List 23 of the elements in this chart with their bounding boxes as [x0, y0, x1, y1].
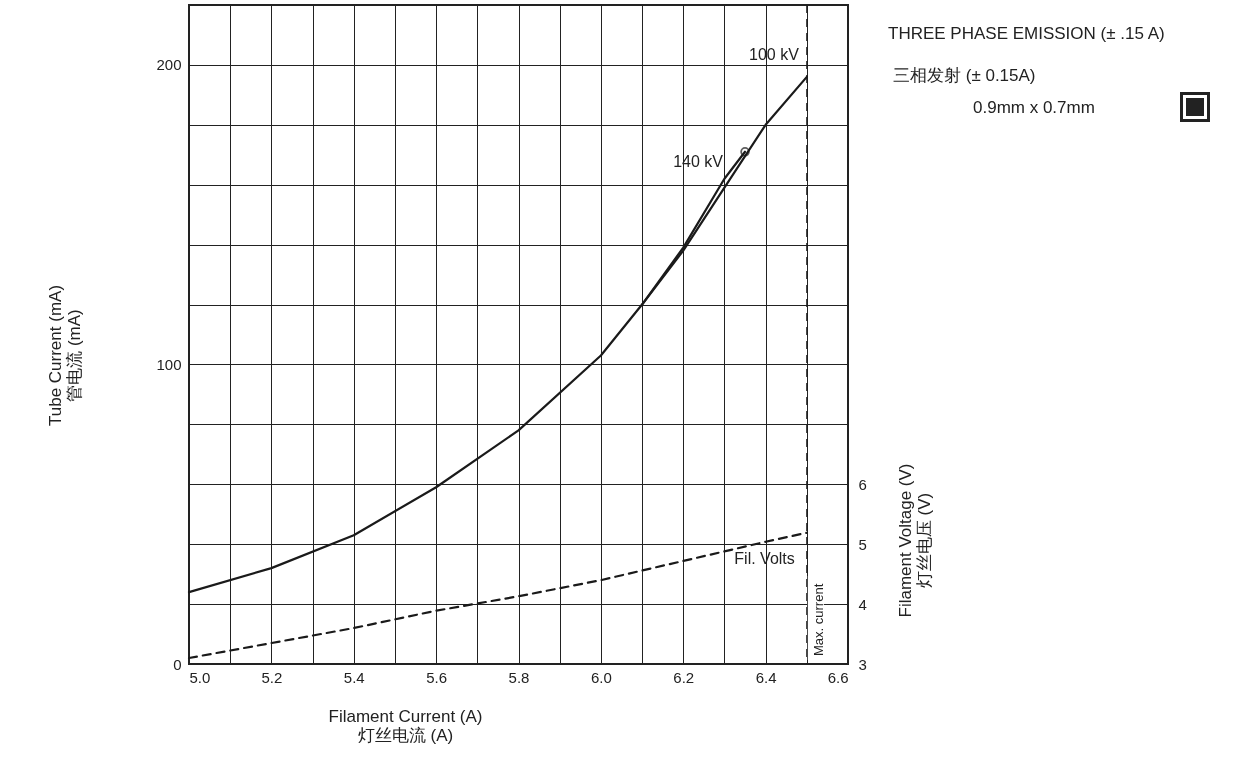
y-tick-label: 0: [173, 655, 182, 673]
y-axis-title: Tube Current (mA) 管电流 (mA): [45, 284, 84, 427]
x-tick-label: 5.2: [261, 668, 283, 686]
x-tick-label: 6.6: [827, 668, 849, 686]
x-axis-title: Filament Current (A) 灯丝电流 (A): [328, 706, 483, 745]
x-tick-label: 6.0: [590, 668, 612, 686]
y2-tick-label: 5: [858, 535, 867, 553]
x-tick-label: 5.8: [508, 668, 530, 686]
x-tick-label: 6.2: [673, 668, 695, 686]
y2-axis-title: Filament Voltage (V) 灯丝电压 (V): [895, 463, 934, 618]
y2-tick-label: 6: [858, 475, 867, 493]
y-tick-label: 200: [156, 56, 182, 74]
x-tick-label: 6.4: [755, 668, 777, 686]
text: 三相发射 (± 0.15A): [893, 65, 1036, 87]
x-tick-label: 5.0: [189, 668, 211, 686]
y2-tick-label: 4: [858, 595, 867, 613]
y-tick-label: 100: [156, 355, 182, 373]
text: THREE PHASE EMISSION (± .15 A): [888, 24, 1165, 44]
x-tick-label: 5.4: [343, 668, 365, 686]
ref-line-label: Max. current: [810, 583, 826, 656]
x-tick-label: 5.6: [426, 668, 448, 686]
text: 0.9mm x 0.7mm: [973, 98, 1095, 118]
y2-tick-label: 3: [858, 655, 867, 673]
